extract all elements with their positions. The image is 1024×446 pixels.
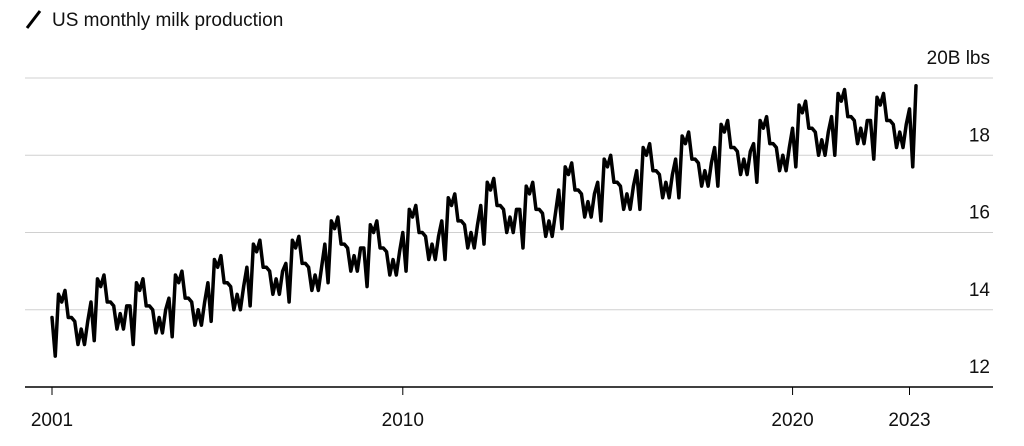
x-tick-label: 2023 bbox=[888, 410, 930, 431]
y-tick-label: 12 bbox=[969, 357, 990, 378]
x-tick-label: 2010 bbox=[382, 410, 424, 431]
chart-title: US monthly milk production bbox=[52, 10, 283, 31]
y-tick-label: 20B lbs bbox=[927, 48, 990, 69]
title-icon bbox=[25, 10, 42, 29]
y-tick-label: 18 bbox=[969, 125, 990, 146]
x-tick-label: 2001 bbox=[31, 410, 73, 431]
data-line bbox=[50, 83, 918, 358]
y-tick-label: 16 bbox=[969, 203, 990, 224]
x-tick-label: 2020 bbox=[771, 410, 813, 431]
y-tick-label: 14 bbox=[969, 280, 991, 301]
